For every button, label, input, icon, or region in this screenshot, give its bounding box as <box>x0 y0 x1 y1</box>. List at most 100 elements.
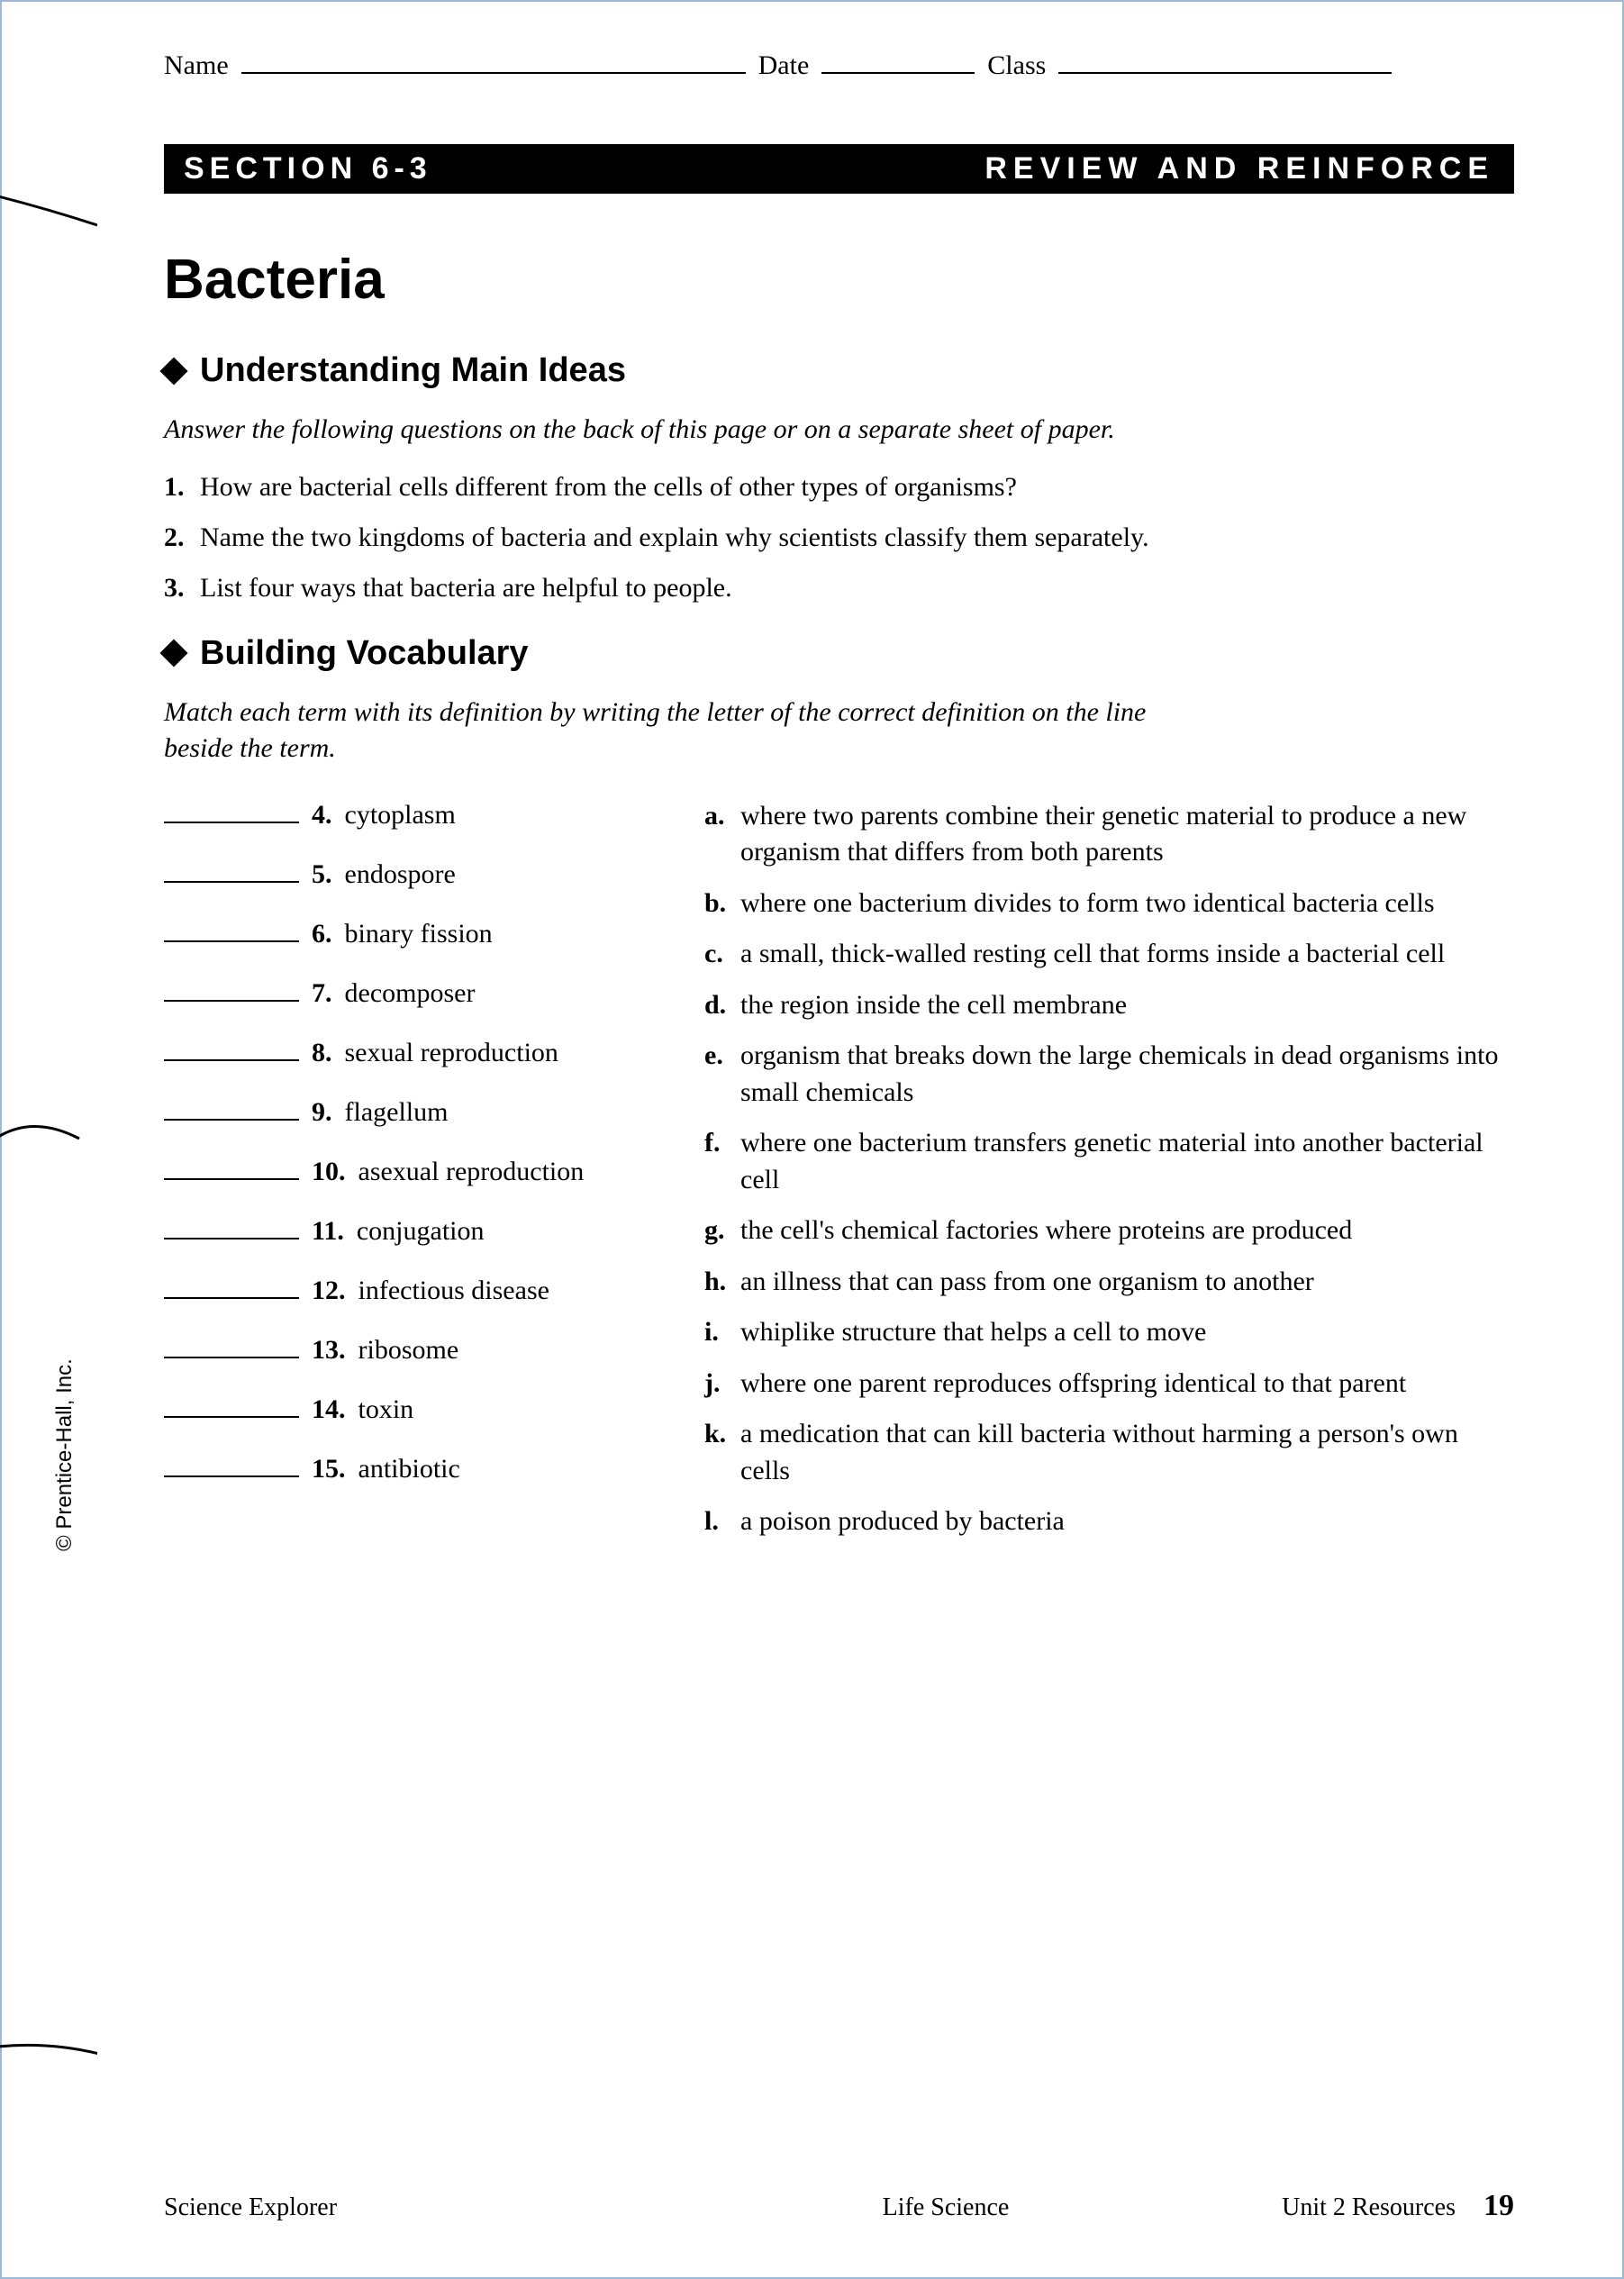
term-text: sexual reproduction <box>345 1038 558 1068</box>
definition-text: where one bacterium divides to form two … <box>740 885 1435 922</box>
definition-text: a poison produced by bacteria <box>740 1503 1065 1540</box>
definition-row: g.the cell's chemical factories where pr… <box>704 1212 1514 1249</box>
answer-blank[interactable] <box>164 1095 299 1121</box>
answer-blank[interactable] <box>164 1155 299 1180</box>
definition-text: an illness that can pass from one organi… <box>740 1264 1314 1301</box>
term-row: 12.infectious disease <box>164 1274 668 1306</box>
definition-letter: j. <box>704 1366 731 1403</box>
page-footer: Science Explorer Life Science Unit 2 Res… <box>164 2189 1514 2223</box>
answer-blank[interactable] <box>164 798 299 823</box>
footer-unit-wrap: Unit 2 Resources 19 <box>1282 2189 1514 2223</box>
scan-artifact <box>0 2030 97 2066</box>
question-list: 1. How are bacterial cells different fro… <box>164 468 1514 607</box>
definition-text: whiplike structure that helps a cell to … <box>740 1314 1206 1351</box>
definition-letter: b. <box>704 885 731 922</box>
section-bar: SECTION 6-3 REVIEW AND REINFORCE <box>164 144 1514 194</box>
section-bar-left: SECTION 6-3 <box>184 151 432 186</box>
definition-letter: a. <box>704 798 731 871</box>
term-text: antibiotic <box>358 1454 460 1485</box>
definition-letter: l. <box>704 1503 731 1540</box>
footer-book: Science Explorer <box>164 2193 337 2222</box>
term-number: 9. <box>312 1097 332 1128</box>
footer-book-title: Life Science <box>883 2193 1010 2222</box>
term-text: cytoplasm <box>345 800 456 831</box>
term-number: 14. <box>312 1394 346 1425</box>
definition-row: d.the region inside the cell membrane <box>704 987 1514 1024</box>
definition-row: k.a medication that can kill bacteria wi… <box>704 1416 1514 1489</box>
definition-text: the cell's chemical factories where prot… <box>740 1212 1352 1249</box>
terms-column: 4. cytoplasm 5.endospore 6. binary fission… <box>164 798 668 1555</box>
vocabulary-columns: 4. cytoplasm 5.endospore 6. binary fission… <box>164 798 1514 1555</box>
definition-row: c.a small, thick-walled resting cell tha… <box>704 936 1514 973</box>
worksheet-page: Name Date Class SECTION 6-3 REVIEW AND R… <box>0 0 1624 2279</box>
definition-letter: k. <box>704 1416 731 1489</box>
term-text: asexual reproduction <box>358 1157 585 1187</box>
diamond-icon <box>159 639 187 667</box>
question-text: List four ways that bacteria are helpful… <box>200 569 732 607</box>
answer-blank[interactable] <box>164 1452 299 1477</box>
term-number: 6. <box>312 919 332 949</box>
definition-row: e.organism that breaks down the large ch… <box>704 1038 1514 1111</box>
answer-blank[interactable] <box>164 1333 299 1358</box>
term-row: 4. cytoplasm <box>164 798 668 831</box>
definition-text: where one bacterium transfers genetic ma… <box>740 1125 1514 1198</box>
definition-row: i.whiplike structure that helps a cell t… <box>704 1314 1514 1351</box>
definition-text: the region inside the cell membrane <box>740 987 1127 1024</box>
term-text: flagellum <box>345 1097 449 1128</box>
term-number: 15. <box>312 1454 346 1485</box>
definition-letter: i. <box>704 1314 731 1351</box>
term-text: decomposer <box>345 978 476 1009</box>
scan-artifact <box>0 1106 97 1142</box>
term-text: toxin <box>358 1394 414 1425</box>
heading-main-ideas: Understanding Main Ideas <box>164 351 1514 390</box>
question-number: 1. <box>164 468 191 506</box>
answer-blank[interactable] <box>164 1274 299 1299</box>
heading-vocabulary-text: Building Vocabulary <box>200 634 529 673</box>
answer-blank[interactable] <box>164 1036 299 1061</box>
definition-text: where one parent reproduces offspring id… <box>740 1366 1406 1403</box>
term-number: 5. <box>312 859 332 890</box>
term-text: binary fission <box>345 919 493 949</box>
diamond-icon <box>159 357 187 385</box>
term-row: 5.endospore <box>164 858 668 890</box>
definition-letter: c. <box>704 936 731 973</box>
date-blank[interactable] <box>821 47 975 74</box>
term-row: 6. binary fission <box>164 917 668 949</box>
question-item: 2. Name the two kingdoms of bacteria and… <box>164 519 1227 557</box>
definition-letter: e. <box>704 1038 731 1111</box>
term-row: 15. antibiotic <box>164 1452 668 1485</box>
definition-letter: g. <box>704 1212 731 1249</box>
question-item: 1. How are bacterial cells different fro… <box>164 468 1227 506</box>
answer-blank[interactable] <box>164 1393 299 1418</box>
header-fill-row: Name Date Class <box>164 47 1514 81</box>
definitions-column: a.where two parents combine their geneti… <box>704 798 1514 1555</box>
answer-blank[interactable] <box>164 858 299 883</box>
definition-row: j.where one parent reproduces offspring … <box>704 1366 1514 1403</box>
definition-letter: d. <box>704 987 731 1024</box>
definition-letter: f. <box>704 1125 731 1198</box>
term-text: infectious disease <box>358 1276 549 1306</box>
question-number: 2. <box>164 519 191 557</box>
heading-vocabulary: Building Vocabulary <box>164 634 1514 673</box>
term-row: 14. toxin <box>164 1393 668 1425</box>
instructions-vocabulary: Match each term with its definition by w… <box>164 695 1173 767</box>
definition-text: a medication that can kill bacteria with… <box>740 1416 1514 1489</box>
term-text: conjugation <box>357 1216 485 1247</box>
answer-blank[interactable] <box>164 976 299 1002</box>
term-number: 13. <box>312 1335 346 1366</box>
term-number: 4. <box>312 800 332 831</box>
section-bar-right: REVIEW AND REINFORCE <box>984 151 1494 186</box>
term-row: 13. ribosome <box>164 1333 668 1366</box>
instructions-main-ideas: Answer the following questions on the ba… <box>164 412 1173 449</box>
definition-text: organism that breaks down the large chem… <box>740 1038 1514 1111</box>
term-number: 7. <box>312 978 332 1009</box>
term-text: ribosome <box>358 1335 459 1366</box>
answer-blank[interactable] <box>164 1214 299 1239</box>
question-number: 3. <box>164 569 191 607</box>
heading-main-ideas-text: Understanding Main Ideas <box>200 351 626 390</box>
name-label: Name <box>164 50 229 81</box>
definition-letter: h. <box>704 1264 731 1301</box>
name-blank[interactable] <box>241 47 746 74</box>
class-blank[interactable] <box>1058 47 1392 74</box>
answer-blank[interactable] <box>164 917 299 942</box>
